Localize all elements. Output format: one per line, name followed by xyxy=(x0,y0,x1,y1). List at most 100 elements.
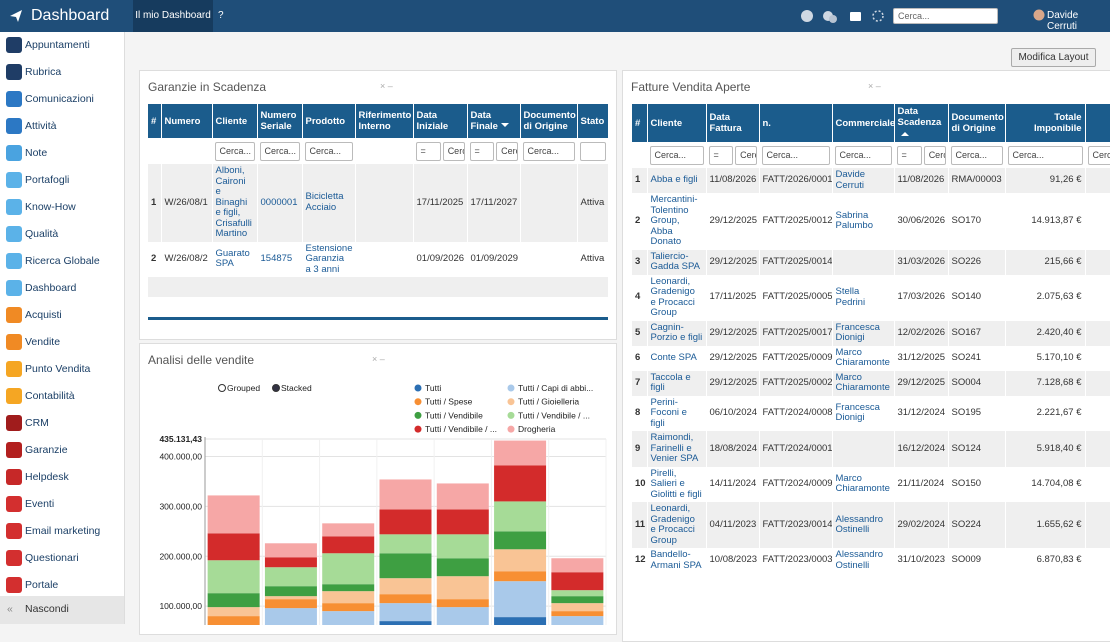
legend-label[interactable]: Tutti / Gioielleria xyxy=(518,397,579,407)
filter-input[interactable]: Cerca... xyxy=(924,146,946,165)
bar-segment[interactable] xyxy=(208,607,260,616)
column-header[interactable]: Documento di Origine xyxy=(948,104,1005,142)
filter-input[interactable]: Cerca... xyxy=(650,146,704,165)
bar-segment[interactable] xyxy=(380,594,432,603)
legend-label[interactable]: Tutti xyxy=(425,383,441,393)
hide-sidebar[interactable]: «Nascondi xyxy=(0,596,124,624)
bar-segment[interactable] xyxy=(437,534,489,558)
bar-segment[interactable] xyxy=(322,553,374,584)
bar-segment[interactable] xyxy=(265,557,317,567)
sidebar-item[interactable]: Portale xyxy=(0,573,124,597)
cell-text[interactable]: Marco Chiaramonte xyxy=(836,347,890,369)
filter-input[interactable]: Cerca... xyxy=(762,146,830,165)
bar-segment[interactable] xyxy=(265,596,317,599)
column-header[interactable]: Cliente xyxy=(212,104,257,138)
sidebar-item[interactable]: Email marketing xyxy=(0,519,124,543)
bar-segment[interactable] xyxy=(380,553,432,578)
sidebar-item[interactable]: Appuntamenti xyxy=(0,33,124,57)
user-name[interactable]: Davide Cerruti xyxy=(1047,10,1110,32)
bar-segment[interactable] xyxy=(380,603,432,621)
filter-operator[interactable]: = xyxy=(416,142,441,161)
mode-radio[interactable] xyxy=(273,385,280,392)
bar-segment[interactable] xyxy=(265,543,317,557)
column-header[interactable]: Data Fattura xyxy=(706,104,759,142)
cell-text[interactable]: Conte SPA xyxy=(651,352,697,363)
bar-segment[interactable] xyxy=(380,578,432,594)
sidebar-item[interactable]: Vendite xyxy=(0,330,124,354)
column-header[interactable]: Cliente xyxy=(647,104,706,142)
legend-marker[interactable] xyxy=(415,426,422,433)
legend-marker[interactable] xyxy=(415,412,422,419)
sidebar-item[interactable]: Comunicazioni xyxy=(0,87,124,111)
sidebar-item[interactable]: Qualità xyxy=(0,222,124,246)
header-icons[interactable] xyxy=(800,9,885,25)
mode-label[interactable]: Grouped xyxy=(227,383,260,393)
filter-input[interactable]: Cerca... xyxy=(1008,146,1083,165)
cell-text[interactable]: Guarato SPA xyxy=(216,248,250,270)
legend-label[interactable]: Drogheria xyxy=(518,424,556,434)
filter-select[interactable] xyxy=(580,142,606,161)
cell-text[interactable]: Marco Chiaramonte xyxy=(836,473,890,495)
column-header[interactable]: Documento di Origine xyxy=(520,104,577,138)
column-header[interactable]: Riferimento Interno xyxy=(355,104,413,138)
legend-marker[interactable] xyxy=(415,398,422,405)
legend-marker[interactable] xyxy=(508,398,515,405)
filter-operator[interactable]: = xyxy=(470,142,495,161)
legend-marker[interactable] xyxy=(508,426,515,433)
bar-segment[interactable] xyxy=(265,567,317,586)
widget-controls[interactable]: × – xyxy=(868,81,881,91)
cell-text[interactable]: Leonardi, Gradenigo e Procacci Group xyxy=(651,503,695,546)
bar-segment[interactable] xyxy=(494,581,546,617)
bar-segment[interactable] xyxy=(494,571,546,581)
sidebar-item[interactable]: Acquisti xyxy=(0,303,124,327)
cell-text[interactable]: Stella Pedrini xyxy=(836,286,866,308)
bar-segment[interactable] xyxy=(380,509,432,534)
bar-segment[interactable] xyxy=(551,596,603,603)
filter-input[interactable]: Cerca... xyxy=(523,142,575,161)
bar-segment[interactable] xyxy=(437,483,489,509)
widget-controls[interactable]: × – xyxy=(380,81,393,91)
cell-text[interactable]: Pirelli, Salieri e Giolitti e figli xyxy=(651,468,702,500)
filter-input[interactable]: Cerca... xyxy=(260,142,300,161)
sidebar-item[interactable]: Rubrica xyxy=(0,60,124,84)
filter-input[interactable]: Cerca... xyxy=(496,142,517,161)
cell-text[interactable]: Raimondi, Farinelli e Venier SPA xyxy=(651,432,699,464)
cell-text[interactable]: Mercantini-Tolentino Group, Abba Donato xyxy=(651,194,698,247)
filter-input[interactable]: Cerca... xyxy=(443,142,465,161)
mode-label[interactable]: Stacked xyxy=(281,383,312,393)
sidebar-item[interactable]: Contabilità xyxy=(0,384,124,408)
column-header[interactable]: n. xyxy=(759,104,832,142)
sidebar-item[interactable]: Ricerca Globale xyxy=(0,249,124,273)
legend-marker[interactable] xyxy=(508,385,515,392)
bar-segment[interactable] xyxy=(208,560,260,593)
cell-text[interactable]: Alboni, Caironi e Binaghi e figli, Crisa… xyxy=(216,165,252,239)
cell-text[interactable]: Cagnin-Porzio e figli xyxy=(651,322,703,344)
column-header[interactable]: # xyxy=(632,104,647,142)
cell-text[interactable]: Abba e figli xyxy=(651,174,698,185)
legend-label[interactable]: Tutti / Vendibile / ... xyxy=(425,424,497,434)
bar-segment[interactable] xyxy=(551,572,603,590)
column-header[interactable]: Numero Seriale xyxy=(257,104,302,138)
bar-segment[interactable] xyxy=(494,441,546,466)
filter-input[interactable]: Cerca... xyxy=(835,146,892,165)
bar-segment[interactable] xyxy=(322,603,374,611)
column-header[interactable]: Data Iniziale xyxy=(413,104,467,138)
sidebar-item[interactable]: Questionari xyxy=(0,546,124,570)
bar-segment[interactable] xyxy=(551,590,603,596)
bar-segment[interactable] xyxy=(265,586,317,596)
cell-text[interactable]: Francesca Dionigi xyxy=(836,402,880,424)
sidebar-item[interactable]: Garanzie xyxy=(0,438,124,462)
sidebar-item[interactable]: CRM xyxy=(0,411,124,435)
cell-text[interactable]: Taliercio-Gadda SPA xyxy=(651,251,700,273)
help[interactable]: ? xyxy=(218,10,224,21)
sidebar-item[interactable]: Dashboard xyxy=(0,276,124,300)
bar-segment[interactable] xyxy=(208,533,260,560)
sidebar-item[interactable]: Note xyxy=(0,141,124,165)
